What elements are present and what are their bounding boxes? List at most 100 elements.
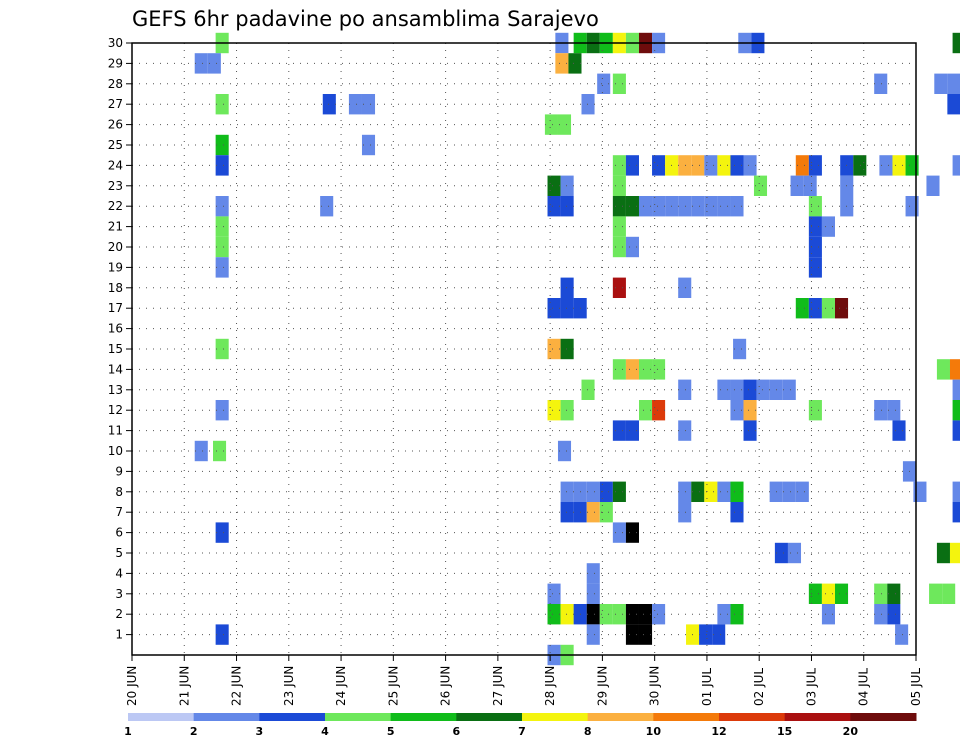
heat-cell <box>625 155 639 176</box>
y-tick-label: 27 <box>108 97 123 111</box>
heat-cell <box>717 196 731 217</box>
heat-cell <box>625 196 639 217</box>
y-tick-label: 17 <box>108 301 123 315</box>
heat-cell <box>215 94 229 115</box>
x-tick-label: 22 JUN <box>230 666 244 706</box>
heat-cell <box>874 400 888 421</box>
heat-cell <box>874 73 888 94</box>
heat-cell <box>887 400 901 421</box>
heat-cell <box>597 73 611 94</box>
heat-cell <box>712 624 726 645</box>
heat-cell <box>652 196 666 217</box>
heat-cell <box>599 502 613 523</box>
y-tick-label: 8 <box>115 485 123 499</box>
heat-cell <box>895 624 909 645</box>
colorbar-segment <box>259 713 326 721</box>
x-tick-label: 25 JUN <box>386 666 400 706</box>
heat-cell <box>952 32 960 54</box>
heat-cell <box>808 236 822 258</box>
heat-cell <box>952 420 960 441</box>
heat-cell <box>753 175 768 196</box>
heat-cell <box>215 216 229 237</box>
heat-cell <box>586 481 600 502</box>
colorbar-segment <box>456 713 523 721</box>
heat-cell <box>625 420 639 441</box>
heat-cell <box>730 155 744 176</box>
heat-cell <box>756 379 770 400</box>
heat-cell <box>691 196 705 217</box>
heat-cell <box>730 502 744 523</box>
colorbar-label: 6 <box>453 725 461 738</box>
heat-cell <box>808 196 822 217</box>
heat-cell <box>612 604 626 625</box>
heat-cell <box>795 481 809 502</box>
colorbar-label: 3 <box>256 725 264 738</box>
colorbar-segment <box>128 713 195 721</box>
y-tick-label: 2 <box>115 607 123 621</box>
heat-cell <box>215 400 229 421</box>
y-tick-label: 25 <box>108 138 123 152</box>
heat-cell <box>782 481 796 502</box>
heat-cell <box>691 481 705 502</box>
heat-cell <box>568 53 582 74</box>
colorbar-segment <box>522 713 589 721</box>
y-tick-label: 15 <box>108 342 123 356</box>
x-tick-label: 21 JUN <box>177 666 191 706</box>
y-tick-label: 3 <box>115 587 123 601</box>
x-tick-label: 03 JUL <box>804 668 818 706</box>
colorbar-segment <box>719 713 786 721</box>
heat-cell <box>586 624 600 645</box>
x-tick-label: 20 JUN <box>125 666 139 706</box>
y-tick-label: 5 <box>115 546 123 560</box>
heat-cell <box>834 298 849 319</box>
heat-cell <box>612 236 626 258</box>
heat-cell <box>887 583 901 604</box>
x-tick-label: 05 JUL <box>909 668 923 706</box>
heat-cell <box>808 298 822 319</box>
y-tick-label: 7 <box>115 505 123 519</box>
heat-cell <box>949 542 960 564</box>
heat-cell <box>874 604 888 625</box>
heat-cell <box>821 604 835 625</box>
y-tick-label: 29 <box>108 56 123 70</box>
heat-cell <box>733 338 747 360</box>
heat-cell <box>638 624 653 645</box>
heat-cell <box>348 94 362 115</box>
heat-cell <box>652 604 666 625</box>
heat-cell <box>947 94 960 115</box>
colorbar-label: 1 <box>124 725 132 738</box>
heat-cell <box>730 604 744 625</box>
x-tick-label: 04 JUL <box>857 668 871 706</box>
y-tick-label: 30 <box>108 36 123 50</box>
heat-cell <box>936 359 950 380</box>
heat-cell <box>625 522 639 543</box>
y-tick-label: 16 <box>108 322 123 336</box>
heat-cell <box>581 379 595 400</box>
y-tick-label: 28 <box>108 77 123 91</box>
heat-cell <box>612 196 626 217</box>
heat-cell <box>887 604 901 625</box>
heat-cell <box>952 155 960 176</box>
heat-cell <box>361 94 376 115</box>
colorbar-segment <box>587 713 654 721</box>
heat-cell <box>625 604 639 625</box>
y-tick-label: 18 <box>108 281 123 295</box>
heat-cell <box>652 359 666 380</box>
heat-cell <box>612 359 626 380</box>
heat-cell <box>808 155 822 176</box>
heat-cell <box>678 196 692 217</box>
heat-cell <box>599 604 613 625</box>
x-axis: 20 JUN 21 JUN 22 JUN 23 JUN 24 JUN 25 JUN 26 J… <box>125 655 923 706</box>
x-tick-label: 26 JUN <box>439 666 453 706</box>
heat-cell <box>586 563 600 584</box>
colorbar-label: 12 <box>711 725 726 738</box>
y-tick-label: 22 <box>108 199 123 213</box>
heat-cell <box>652 400 666 421</box>
heat-cell <box>560 502 574 523</box>
heat-cell <box>879 155 893 176</box>
y-tick-label: 12 <box>108 403 123 417</box>
x-tick-label: 24 JUN <box>334 666 348 706</box>
heat-cell <box>774 542 788 564</box>
y-tick-label: 24 <box>108 158 123 172</box>
